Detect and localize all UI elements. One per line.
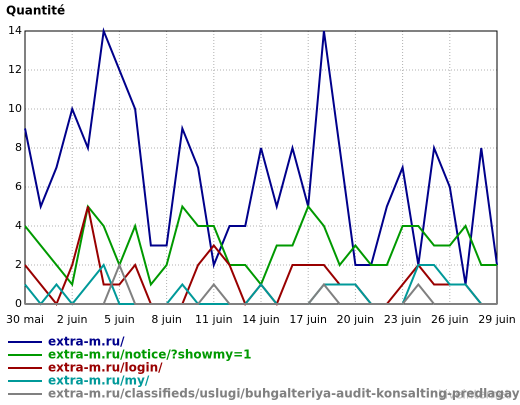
- x-tick-label: 20 juin: [337, 313, 375, 326]
- legend-label: extra-m.ru/login/: [48, 361, 163, 375]
- y-tick-label: 0: [15, 297, 22, 310]
- x-tick-label: 5 juin: [104, 313, 135, 326]
- chart-title: Quantité: [6, 4, 65, 18]
- x-tick-label: 2 juin: [57, 313, 88, 326]
- legend-label: extra-m.ru/classifieds/uslugi/buhgalteri…: [48, 387, 520, 401]
- legend-label: extra-m.ru/: [48, 335, 125, 349]
- y-tick-label: 10: [8, 102, 22, 115]
- x-tick-label: 17 juin: [289, 313, 327, 326]
- plot-frame: [24, 30, 498, 305]
- x-tick-label: 29 juin: [478, 313, 516, 326]
- x-tick-label: 30 mai: [6, 313, 44, 326]
- y-tick-label: 2: [15, 258, 22, 271]
- x-tick-label: 8 juin: [151, 313, 182, 326]
- y-tick-label: 4: [15, 219, 22, 232]
- x-tick-label: 14 juin: [242, 313, 280, 326]
- watermark: Liveinternet: [438, 388, 510, 402]
- x-tick-label: 26 juin: [431, 313, 469, 326]
- y-tick-label: 12: [8, 63, 22, 76]
- series-line: [24, 263, 497, 306]
- y-tick-label: 8: [15, 141, 22, 154]
- x-tick-label: 23 juin: [384, 313, 422, 326]
- legend-label: extra-m.ru/my/: [48, 374, 150, 388]
- series-line: [25, 262, 497, 305]
- x-tick-label: 11 juin: [195, 313, 233, 326]
- y-tick-label: 14: [8, 24, 22, 37]
- legend-label: extra-m.ru/notice/?showmy=1: [48, 348, 252, 362]
- y-tick-label: 6: [15, 180, 22, 193]
